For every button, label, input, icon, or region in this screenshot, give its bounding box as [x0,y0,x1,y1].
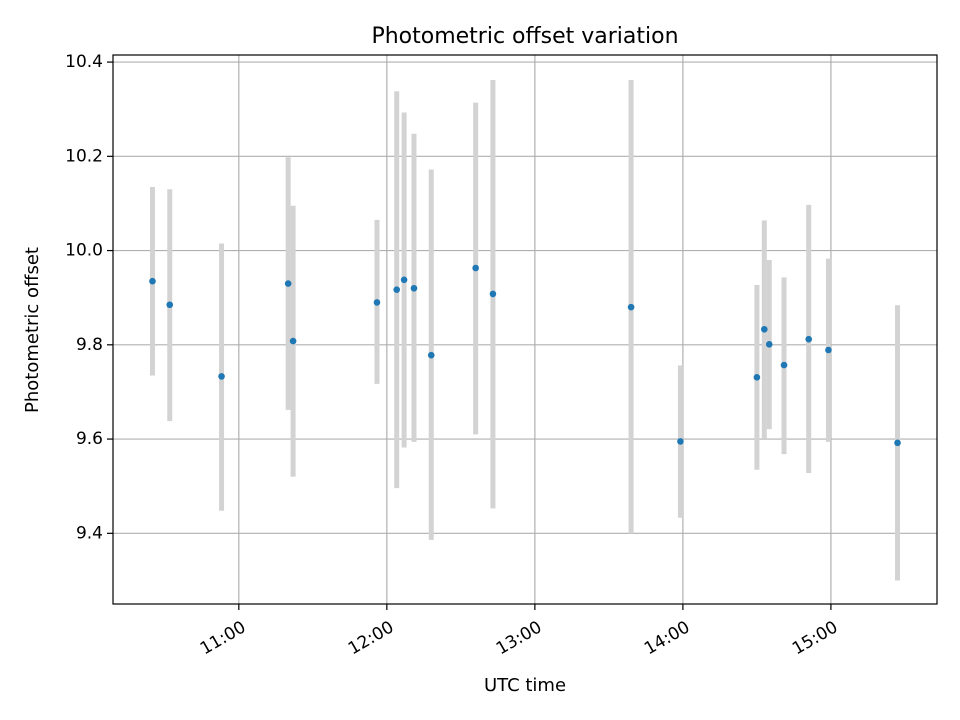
data-point [166,301,174,309]
y-axis-label: Photometric offset [22,247,43,413]
data-point [284,280,292,287]
y-tick-label: 10.0 [65,241,103,261]
data-point [805,335,813,343]
data-point [780,361,788,369]
data-point [489,290,497,298]
data-point [761,325,768,333]
x-axis-label: UTC time [484,675,566,696]
data-point [218,373,225,380]
y-tick-label: 9.4 [76,523,103,543]
y-tick-label: 10.4 [65,52,103,72]
data-point [373,299,381,306]
data-point [400,276,408,284]
data-point [753,374,761,381]
data-point [289,337,297,345]
data-point [765,341,773,348]
data-point [627,303,635,311]
data-point [677,438,684,445]
data-point [427,351,435,359]
y-axis: 9.4 9.6 9.8 10.0 10.2 10.4 [65,52,113,543]
data-points [149,264,901,447]
data-point [393,286,401,293]
y-tick-label: 9.6 [76,429,103,449]
chart-title: Photometric offset variation [371,24,678,49]
data-point [894,439,901,447]
data-point [825,346,832,354]
y-tick-label: 9.8 [76,335,103,355]
plot-frame [112,54,938,605]
y-tick-label: 10.2 [65,146,103,166]
data-point [410,284,418,292]
data-point [149,277,156,285]
data-point [472,264,479,272]
